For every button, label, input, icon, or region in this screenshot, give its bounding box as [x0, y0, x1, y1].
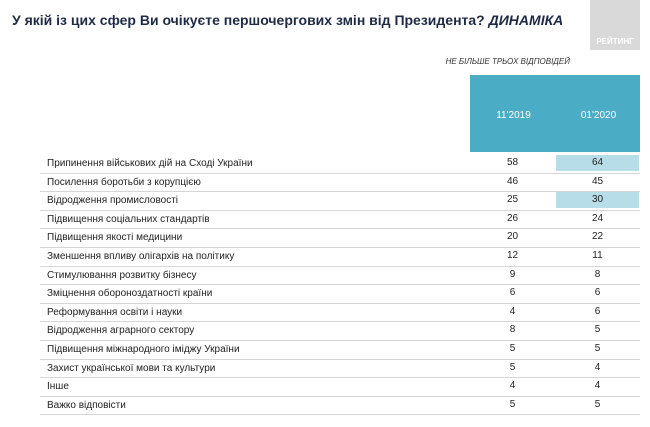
column-header: 01'2020	[580, 110, 617, 121]
row-label: Припинення військових дій на Сході Украї…	[47, 158, 253, 169]
cell-value: 26	[506, 212, 519, 224]
row-label: Зменшення впливу олігархів на політику	[47, 251, 235, 262]
table-row: Припинення військових дій на Сході Украї…	[40, 154, 640, 174]
cell-value: 24	[591, 212, 604, 224]
cell-value: 22	[591, 231, 604, 243]
row-label: Зміцнення обороноздатності країни	[47, 288, 213, 300]
cell-value: 4	[594, 380, 601, 392]
cell-value: 46	[506, 175, 519, 187]
table-row: Реформування освіти і науки 4 6	[40, 303, 640, 323]
cell-value: 58	[506, 157, 519, 168]
table-row: Посилення боротьби з корупцією 46 45	[40, 173, 640, 193]
header-box	[470, 75, 640, 152]
row-label: Реформування освіти і науки	[47, 306, 183, 318]
table-row: Зменшення впливу олігархів на політику 12…	[40, 247, 640, 267]
cell-value: 9	[509, 268, 516, 280]
table-row: Відродження промисловості 25 30	[40, 191, 640, 211]
logo: РЕЙТИНГ	[590, 0, 640, 50]
cell-value: 6	[509, 287, 516, 299]
column-header: 11'2019	[496, 110, 531, 121]
cell-value: 45	[591, 175, 604, 187]
cell-value: 5	[594, 398, 601, 410]
table-row: Стимулювання розвитку бізнесу 9 8	[40, 266, 640, 286]
row-label: Відродження аграрного сектору	[47, 325, 195, 337]
row-label: Підвищення якості медицини	[47, 232, 183, 244]
cell-value: 30	[556, 192, 639, 209]
table-row: Підвищення соціальних стандартів 26 24	[40, 210, 640, 230]
cell-value: 4	[509, 305, 516, 317]
table-row: Важко відповісти 5 5	[40, 396, 640, 416]
title-text: У якій із цих сфер Ви очікуєте першочерг…	[12, 12, 485, 28]
logo-text: РЕЙТИНГ	[596, 37, 634, 46]
row-label: Захист української мови та культури	[47, 362, 216, 374]
cell-value: 4	[594, 361, 601, 373]
cell-value: 8	[509, 324, 516, 336]
row-label: Інше	[47, 381, 69, 393]
cell-value: 12	[506, 250, 519, 261]
cell-value: 5	[509, 343, 516, 354]
row-label: Стимулювання розвитку бізнесу	[47, 269, 197, 281]
cell-value: 25	[506, 194, 519, 206]
cell-value: 4	[509, 380, 516, 392]
table-row: Зміцнення обороноздатності країни 6 6	[40, 284, 640, 304]
row-label: Важко відповісти	[47, 399, 126, 411]
table-row: Підвищення якості медицини 20 22	[40, 228, 640, 248]
table-row: Захист української мови та культури 5 4	[40, 359, 640, 379]
table-row: Інше 4 4	[40, 377, 640, 397]
cell-value: 5	[509, 398, 516, 410]
row-label: Посилення боротьби з корупцією	[47, 176, 201, 188]
cell-value: 20	[506, 231, 519, 243]
cell-value: 64	[556, 155, 639, 171]
row-label: Підвищення соціальних стандартів	[47, 213, 210, 225]
cell-value: 6	[594, 287, 601, 299]
table-row: Підвищення міжнародного іміджу України 5 5	[40, 340, 640, 360]
cell-value: 5	[509, 361, 516, 373]
cell-value: 8	[594, 268, 601, 280]
row-label: Підвищення міжнародного іміджу України	[47, 344, 240, 355]
table-row: Відродження аграрного сектору 8 5	[40, 321, 640, 341]
note: НЕ БІЛЬШЕ ТРЬОХ ВІДПОВІДЕЙ	[445, 57, 570, 66]
cell-value: 6	[594, 305, 601, 317]
row-label: Відродження промисловості	[47, 195, 179, 207]
title-tag: ДИНАМІКА	[488, 12, 564, 28]
title: У якій із цих сфер Ви очікуєте першочерг…	[12, 12, 563, 28]
cell-value: 5	[594, 324, 601, 336]
cell-value: 11	[592, 250, 603, 261]
cell-value: 5	[594, 343, 601, 354]
